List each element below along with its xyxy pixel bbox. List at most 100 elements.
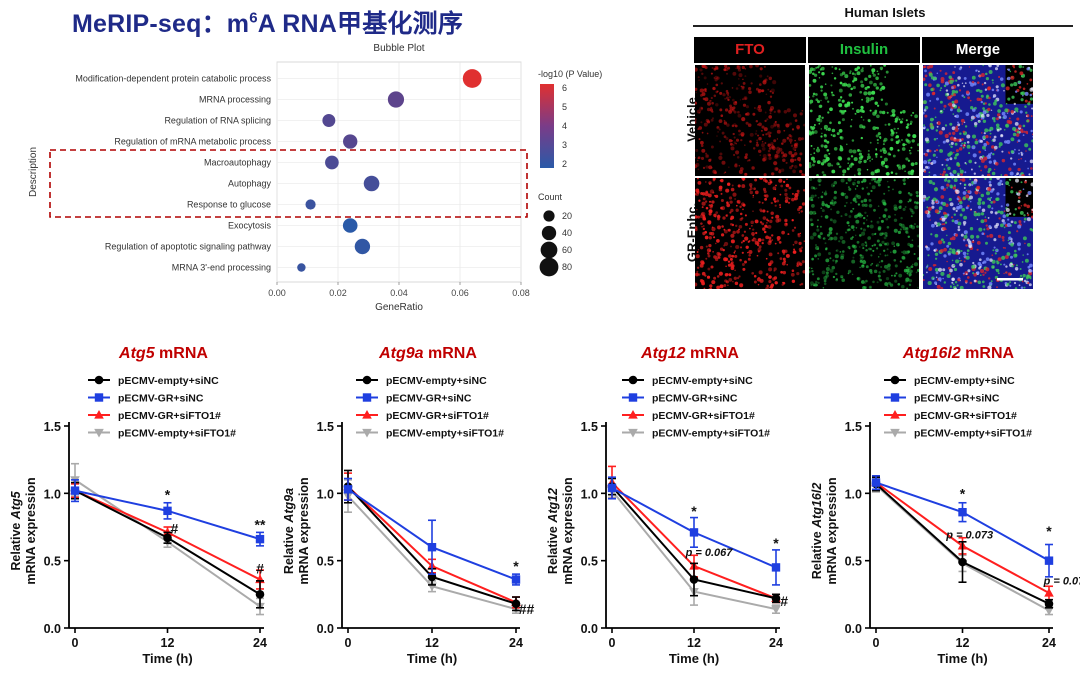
texture-dot (822, 173, 827, 176)
texture-dot (866, 186, 869, 189)
texture-dot (767, 153, 771, 157)
texture-dot (984, 271, 987, 274)
texture-dot (1018, 158, 1020, 161)
texture-dot (824, 83, 827, 85)
texture-dot (723, 284, 727, 287)
texture-dot (783, 153, 788, 158)
texture-dot (968, 184, 971, 186)
texture-dot (840, 136, 844, 140)
texture-dot (887, 123, 891, 126)
texture-dot (983, 228, 986, 231)
texture-dot (738, 225, 743, 229)
texture-dot (701, 92, 706, 97)
texture-dot (810, 130, 815, 135)
texture-dot (977, 205, 982, 209)
texture-dot (791, 192, 794, 195)
texture-dot (951, 251, 954, 254)
texture-dot (1008, 167, 1012, 171)
texture-dot (963, 144, 966, 146)
texture-dot (821, 209, 825, 213)
texture-dot (1022, 87, 1026, 91)
texture-dot (1006, 282, 1010, 286)
texture-dot (1027, 167, 1029, 170)
texture-dot (980, 73, 985, 77)
texture-dot (988, 180, 992, 184)
texture-dot (879, 179, 882, 182)
texture-dot (978, 258, 982, 262)
texture-dot (926, 149, 930, 153)
texture-dot (1013, 253, 1018, 258)
texture-dot (996, 286, 998, 289)
texture-dot (809, 210, 814, 215)
texture-dot (700, 140, 704, 145)
texture-dot (1006, 139, 1011, 144)
texture-dot (902, 110, 906, 114)
texture-dot (766, 226, 769, 229)
texture-dot (713, 67, 717, 71)
texture-dot (981, 261, 985, 265)
texture-dot (1017, 206, 1021, 210)
texture-dot (745, 153, 748, 157)
texture-dot (771, 91, 775, 95)
texture-dot (1029, 78, 1033, 82)
texture-dot (741, 85, 745, 89)
texture-dot (988, 225, 992, 228)
texture-dot (823, 133, 827, 137)
texture-dot (695, 282, 698, 287)
texture-dot (970, 106, 974, 110)
texture-dot (946, 244, 950, 248)
texture-dot (811, 204, 815, 208)
texture-dot (854, 174, 856, 176)
texture-dot (771, 143, 773, 146)
texture-dot (893, 206, 898, 211)
texture-dot (908, 273, 912, 276)
texture-dot (952, 131, 956, 135)
texture-dot (1003, 89, 1005, 92)
line-chart-atg16l2: Atg16l2 mRNApECMV-empty+siNCpECMV-GR+siN… (810, 345, 1080, 666)
texture-dot (816, 226, 819, 228)
texture-dot (758, 122, 762, 127)
texture-dot (931, 205, 935, 209)
texture-dot (970, 115, 975, 120)
texture-dot (996, 192, 1000, 196)
texture-dot (1000, 174, 1003, 176)
texture-dot (850, 202, 852, 204)
texture-dot (797, 157, 801, 161)
texture-dot (833, 201, 837, 204)
texture-dot (967, 269, 971, 273)
texture-dot (980, 100, 983, 104)
texture-dot (906, 266, 909, 269)
texture-dot (767, 262, 772, 267)
texture-dot (942, 202, 947, 206)
texture-dot (701, 65, 706, 68)
texture-dot (712, 251, 714, 253)
texture-dot (884, 123, 887, 126)
texture-dot (775, 184, 777, 187)
texture-dot (818, 183, 821, 187)
texture-dot (799, 205, 803, 209)
texture-dot (845, 83, 848, 87)
texture-dot (952, 283, 955, 286)
texture-dot (864, 241, 867, 244)
texture-dot (967, 96, 970, 100)
y-axis-label-line2: mRNA expression (24, 477, 38, 584)
texture-dot (910, 265, 914, 269)
texture-dot (745, 121, 749, 125)
legend-label: pECMV-GR+siNC (118, 393, 204, 405)
texture-dot (796, 189, 800, 193)
texture-dot (976, 271, 980, 274)
texture-dot (741, 184, 746, 189)
texture-dot (853, 249, 858, 253)
texture-dot (910, 224, 913, 227)
texture-dot (752, 210, 754, 212)
texture-dot (759, 83, 762, 86)
texture-dot (1030, 167, 1033, 170)
texture-dot (1023, 214, 1026, 217)
texture-dot (1030, 129, 1033, 133)
texture-dot (1010, 75, 1015, 80)
texture-dot (955, 251, 959, 256)
texture-dot (740, 241, 743, 244)
texture-dot (974, 161, 977, 164)
texture-dot (739, 217, 743, 221)
texture-dot (994, 67, 999, 71)
